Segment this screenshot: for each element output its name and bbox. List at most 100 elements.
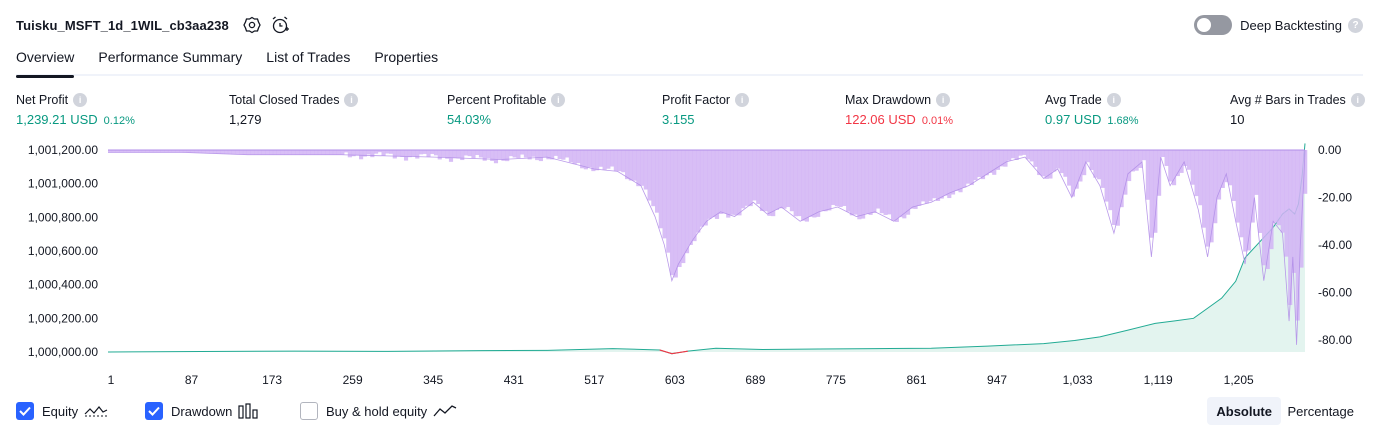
drawdown-bar [636, 150, 641, 187]
drawdown-bar [1172, 150, 1177, 186]
drawdown-bar [557, 150, 562, 160]
drawdown-bar [617, 150, 622, 172]
drawdown-bar [1025, 150, 1031, 160]
tab-performance-summary[interactable]: Performance Summary [98, 49, 243, 65]
drawdown-bar [1250, 150, 1255, 223]
drawdown-bar [505, 150, 510, 162]
drawdown-bar [1164, 150, 1169, 166]
tab-list-of-trades[interactable]: List of Trades [266, 49, 351, 65]
drawdown-bar [239, 150, 244, 155]
drawdown-bar [407, 150, 412, 158]
drawdown-bar [340, 150, 345, 155]
drawdown-bar [868, 150, 873, 215]
drawdown-bar [493, 150, 499, 164]
info-icon[interactable]: i [344, 93, 359, 107]
drawdown-bar [516, 150, 521, 159]
drawdown-bar [767, 150, 772, 216]
stat-total-closed-trades: Total Closed Trades i 1,279 [229, 93, 359, 127]
drawdown-bar [692, 150, 697, 242]
legend-equity[interactable]: Equity [16, 400, 108, 422]
checkbox-checked-icon[interactable] [16, 402, 34, 420]
stat-value: 3.155 [662, 112, 695, 127]
question-icon[interactable]: ? [1348, 17, 1363, 33]
tab-properties[interactable]: Properties [374, 49, 439, 65]
drawdown-bar [306, 150, 311, 155]
drawdown-bar [108, 150, 113, 153]
legend-drawdown[interactable]: Drawdown [145, 400, 259, 422]
legend-buy-hold-equity[interactable]: Buy & hold equity [300, 400, 457, 422]
drawdown-bar [1078, 150, 1083, 182]
drawdown-bar [1160, 150, 1165, 158]
strategy-title: Tuisku_MSFT_1d_1WIL_cb3aa238 [16, 17, 229, 33]
drawdown-bar [1205, 150, 1210, 247]
drawdown-bar [786, 150, 791, 208]
drawdown-bar [658, 150, 663, 229]
deep-backtesting-toggle[interactable] [1194, 15, 1233, 35]
x-tick-label: 775 [826, 373, 846, 387]
drawdown-bar [741, 150, 746, 209]
drawdown-bar [568, 150, 573, 163]
drawdown-bar [917, 150, 922, 206]
drawdown-bar [119, 150, 124, 153]
tab-overview[interactable]: Overview [16, 44, 75, 78]
drawdown-bar [1269, 150, 1274, 250]
gear-icon[interactable] [241, 14, 263, 36]
drawdown-bar [111, 150, 116, 153]
drawdown-bar [1183, 150, 1188, 166]
drawdown-bar [1179, 150, 1184, 173]
drawdown-bar [160, 150, 165, 153]
drawdown-bar [1010, 150, 1016, 159]
drawdown-bar [535, 150, 540, 161]
drawdown-bar [595, 150, 600, 171]
equity-tick-label: 1,001,000.00 [28, 177, 98, 191]
info-icon[interactable]: i [551, 93, 566, 107]
equity-line-icon [84, 404, 108, 418]
drawdown-bar [314, 150, 319, 155]
drawdown-axis: 0.00 -20.00 -40.00 -60.00 -80.00 [1318, 143, 1352, 347]
drawdown-bar [426, 150, 431, 157]
drawdown-bar [711, 150, 716, 218]
drawdown-bar [857, 150, 862, 220]
drawdown-bar [1003, 150, 1008, 167]
equity-drawdown-chart[interactable]: 1,001,200.00 1,001,000.00 1,000,800.00 1,00… [0, 140, 1379, 390]
checkbox-checked-icon[interactable] [145, 402, 163, 420]
drawdown-bar [1246, 150, 1252, 251]
drawdown-bar [377, 150, 382, 153]
equity-tick-label: 1,000,400.00 [28, 278, 98, 292]
absolute-mode-button[interactable]: Absolute [1207, 397, 1281, 425]
info-icon[interactable]: i [1106, 93, 1121, 107]
drawdown-bar [853, 150, 858, 215]
percentage-mode-button[interactable]: Percentage [1287, 403, 1355, 419]
drawdown-bar [1261, 150, 1267, 266]
drawdown-bar [1220, 150, 1225, 189]
info-icon[interactable]: i [735, 93, 750, 107]
drawdown-bar [276, 150, 281, 155]
drawdown-bar [992, 150, 997, 175]
drawdown-bar [370, 150, 375, 158]
stat-max-drawdown: Max Drawdown i 122.06 USD 0.01% [845, 93, 953, 127]
drawdown-bar [167, 150, 173, 153]
summary-stats: Net Profit i 1,239.21 USD 0.12% Total Clos… [16, 93, 1365, 133]
drawdown-bar [876, 150, 881, 209]
drawdown-bar [1055, 150, 1061, 169]
drawdown-bar [714, 150, 720, 219]
drawdown-bar [748, 150, 753, 207]
stat-value: 0.97 USD [1045, 112, 1102, 127]
info-icon[interactable]: i [73, 93, 88, 107]
alarm-clock-plus-icon[interactable] [269, 14, 291, 36]
x-tick-label: 1,033 [1063, 373, 1093, 387]
drawdown-bar [797, 150, 802, 217]
drawdown-bar [182, 150, 188, 153]
checkbox-unchecked-icon[interactable] [300, 402, 318, 420]
info-icon[interactable]: i [936, 93, 951, 107]
trade-number-axis: 1 87 173 259 345 431 517 603 689 775 861 947 1,033 1,… [108, 373, 1254, 387]
drawdown-bar [628, 150, 633, 181]
drawdown-bar [347, 150, 352, 158]
drawdown-bar [924, 150, 929, 204]
drawdown-bar [201, 150, 206, 154]
drawdown-bar [774, 150, 780, 210]
drawdown-bar [437, 150, 442, 160]
drawdown-bar [602, 150, 607, 170]
info-icon[interactable]: i [1350, 93, 1365, 107]
stat-label: Percent Profitable [447, 93, 547, 107]
